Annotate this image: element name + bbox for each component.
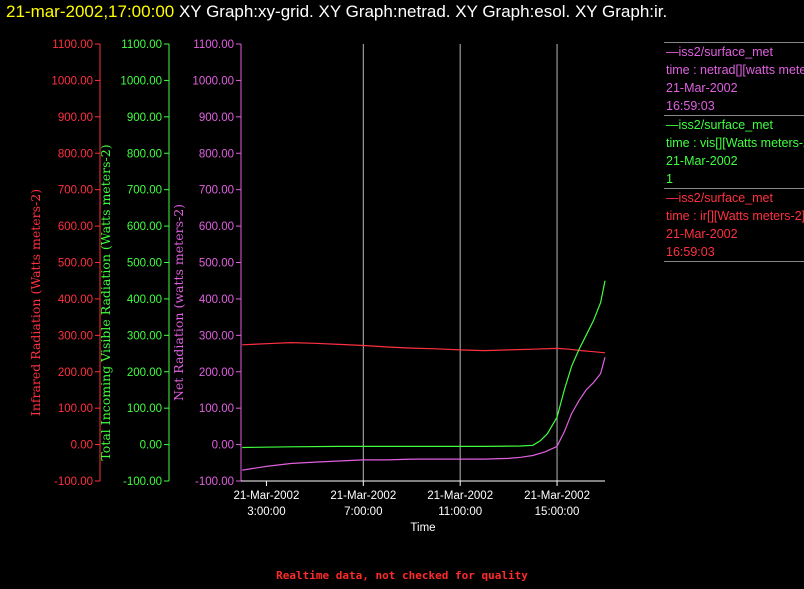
y-tick-label: 800.00 — [58, 148, 93, 160]
y-tick-label: 400.00 — [127, 294, 162, 306]
legend: —iss2/surface_met time : netrad[][watts … — [664, 42, 804, 262]
y-axis-label: Infrared Radiation (Watts meters-2) — [28, 189, 43, 416]
y-axis-label: Net Radiation (watts meters-2) — [171, 204, 186, 401]
y-tick-label: 200.00 — [199, 367, 234, 379]
y-tick-label: 100.00 — [58, 403, 93, 415]
x-tick-date: 21-Mar-2002 — [234, 490, 300, 502]
legend-entry-vis: —iss2/surface_met time : vis[][Watts met… — [664, 115, 804, 188]
quality-notice: Realtime data, not checked for quality — [276, 569, 528, 582]
legend-source: —iss2/surface_met — [666, 191, 773, 205]
y-tick-label: 1100.00 — [121, 39, 162, 51]
legend-time: 1 — [666, 172, 673, 186]
series-line-2 — [242, 357, 606, 471]
y-tick-label: 1000.00 — [192, 75, 234, 87]
y-tick-label: 700.00 — [58, 185, 93, 197]
legend-variable: time : vis[][Watts meters-2] — [666, 136, 804, 150]
legend-date: 21-Mar-2002 — [666, 154, 738, 168]
x-tick-time: 3:00:00 — [247, 506, 285, 518]
chart-header: 21-mar-2002,17:00:00 XY Graph:xy-grid. X… — [6, 2, 667, 22]
y-tick-label: 500.00 — [58, 258, 93, 270]
y-tick-label: 600.00 — [199, 221, 234, 233]
legend-variable: time : netrad[][watts meters-2] — [666, 63, 804, 77]
y-tick-label: 100.00 — [199, 403, 234, 415]
header-title-esol: XY Graph:esol. — [455, 2, 571, 21]
series-line-1 — [242, 280, 606, 449]
y-tick-label: 300.00 — [58, 330, 93, 342]
series-line-0 — [242, 341, 606, 354]
y-tick-label: 100.00 — [127, 403, 162, 415]
header-title-xy-grid: XY Graph:xy-grid. — [178, 2, 314, 21]
x-tick-date: 21-Mar-2002 — [330, 490, 396, 502]
y-tick-label: 600.00 — [58, 221, 93, 233]
y-tick-label: 300.00 — [199, 330, 234, 342]
x-tick-time: 7:00:00 — [344, 506, 382, 518]
y-tick-label: 500.00 — [127, 258, 162, 270]
y-tick-label: 400.00 — [58, 294, 93, 306]
y-tick-label: 200.00 — [127, 367, 162, 379]
x-tick-time: 11:00:00 — [438, 506, 482, 518]
y-tick-label: 0.00 — [71, 440, 93, 452]
header-title-netrad: XY Graph:netrad. — [318, 2, 451, 21]
y-tick-label: 1000.00 — [51, 75, 93, 87]
y-tick-label: 800.00 — [199, 148, 234, 160]
y-axis-label: Total Incoming Visible Radiation (Watts … — [98, 144, 113, 460]
legend-source: —iss2/surface_met — [666, 118, 773, 132]
legend-date: 21-Mar-2002 — [666, 81, 738, 95]
legend-variable: time : ir[][Watts meters-2] — [666, 209, 804, 223]
y-tick-label: 700.00 — [199, 185, 234, 197]
y-tick-label: 900.00 — [199, 112, 234, 124]
legend-date: 21-Mar-2002 — [666, 227, 738, 241]
legend-entry-netrad: —iss2/surface_met time : netrad[][watts … — [664, 42, 804, 115]
y-tick-label: 600.00 — [127, 221, 162, 233]
legend-source: —iss2/surface_met — [666, 45, 773, 59]
x-axis-label: Time — [410, 522, 435, 534]
x-tick-date: 21-Mar-2002 — [524, 490, 590, 502]
x-tick-date: 21-Mar-2002 — [427, 490, 493, 502]
y-tick-label: 0.00 — [212, 440, 234, 452]
header-title-ir: XY Graph:ir. — [574, 2, 668, 21]
y-tick-label: 300.00 — [127, 330, 162, 342]
legend-time: 16:59:03 — [666, 245, 715, 259]
y-tick-label: 500.00 — [199, 258, 234, 270]
y-tick-label: 800.00 — [127, 148, 162, 160]
y-tick-label: -100.00 — [54, 476, 93, 488]
y-tick-label: -100.00 — [123, 476, 162, 488]
y-tick-label: -100.00 — [195, 476, 234, 488]
header-timestamp: 21-mar-2002,17:00:00 — [6, 2, 175, 21]
y-tick-label: 1100.00 — [193, 39, 234, 51]
y-tick-label: 400.00 — [199, 294, 234, 306]
y-tick-label: 200.00 — [58, 367, 93, 379]
y-tick-label: 1000.00 — [120, 75, 162, 87]
legend-time: 16:59:03 — [666, 99, 715, 113]
y-tick-label: 900.00 — [127, 112, 162, 124]
y-tick-label: 900.00 — [58, 112, 93, 124]
y-tick-label: 0.00 — [140, 440, 162, 452]
y-tick-label: 700.00 — [127, 185, 162, 197]
x-tick-time: 15:00:00 — [535, 506, 580, 518]
legend-entry-ir: —iss2/surface_met time : ir[][Watts mete… — [664, 188, 804, 262]
y-tick-label: 1100.00 — [52, 39, 93, 51]
